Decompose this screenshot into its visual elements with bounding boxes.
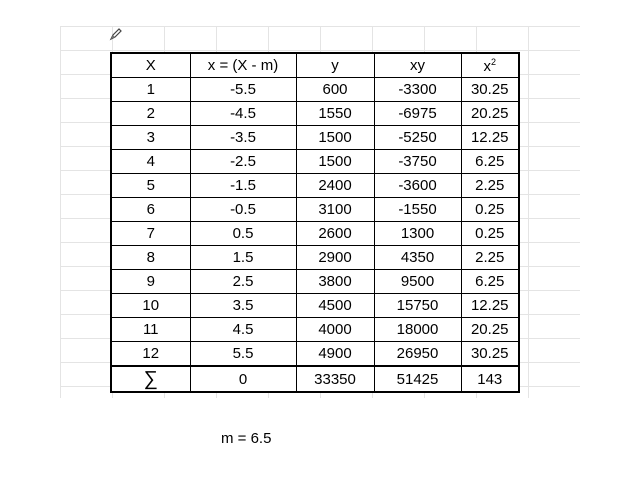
- cell-x-deviation[interactable]: 2.5: [189, 269, 297, 294]
- header-xy[interactable]: xy: [373, 52, 462, 78]
- cell-X[interactable]: 8: [110, 245, 191, 270]
- cell-xy[interactable]: -3750: [373, 149, 462, 174]
- cell-xy[interactable]: 18000: [373, 317, 462, 342]
- cell-X[interactable]: 7: [110, 221, 191, 246]
- header-y[interactable]: y: [295, 52, 375, 78]
- table-row: 4 -2.5 1500 -3750 6.25: [110, 149, 520, 174]
- cell-x-squared[interactable]: 2.25: [460, 173, 520, 198]
- cell-X[interactable]: 4: [110, 149, 191, 174]
- cell-y[interactable]: 3100: [295, 197, 375, 222]
- data-table-container: X x = (X - m) y xy x2 1 -5.5 600 -3300 30.25…: [110, 52, 520, 393]
- cell-xy[interactable]: -3300: [373, 77, 462, 102]
- mean-note: m = 6.5: [221, 430, 272, 447]
- header-x-deviation[interactable]: x = (X - m): [189, 52, 297, 78]
- header-row: X x = (X - m) y xy x2: [110, 52, 520, 78]
- table-row: 8 1.5 2900 4350 2.25: [110, 245, 520, 270]
- cell-x-deviation[interactable]: 5.5: [189, 341, 297, 367]
- cell-xy[interactable]: 9500: [373, 269, 462, 294]
- cell-x-squared[interactable]: 0.25: [460, 197, 520, 222]
- header-X[interactable]: X: [110, 52, 191, 78]
- cell-x-squared[interactable]: 20.25: [460, 317, 520, 342]
- cell-X[interactable]: 2: [110, 101, 191, 126]
- table-row: 9 2.5 3800 9500 6.25: [110, 269, 520, 294]
- cell-x-deviation[interactable]: 3.5: [189, 293, 297, 318]
- cell-xy[interactable]: -3600: [373, 173, 462, 198]
- cell-X[interactable]: 9: [110, 269, 191, 294]
- cell-X[interactable]: 10: [110, 293, 191, 318]
- table-row: 5 -1.5 2400 -3600 2.25: [110, 173, 520, 198]
- cell-y[interactable]: 4500: [295, 293, 375, 318]
- cell-xy[interactable]: 4350: [373, 245, 462, 270]
- sum-x[interactable]: 0: [189, 365, 297, 393]
- cell-xy[interactable]: 26950: [373, 341, 462, 367]
- cell-X[interactable]: 12: [110, 341, 191, 367]
- cell-y[interactable]: 4000: [295, 317, 375, 342]
- sum-xy[interactable]: 51425: [373, 365, 462, 393]
- cell-y[interactable]: 3800: [295, 269, 375, 294]
- sum-symbol[interactable]: ∑: [110, 365, 191, 393]
- cell-x-squared[interactable]: 12.25: [460, 125, 520, 150]
- cell-x-squared[interactable]: 20.25: [460, 101, 520, 126]
- cell-xy[interactable]: -5250: [373, 125, 462, 150]
- header-x-squared[interactable]: x2: [460, 52, 520, 78]
- table-row: 2 -4.5 1550 -6975 20.25: [110, 101, 520, 126]
- cell-X[interactable]: 6: [110, 197, 191, 222]
- cell-y[interactable]: 2600: [295, 221, 375, 246]
- table-row: 12 5.5 4900 26950 30.25: [110, 341, 520, 367]
- sum-x-squared[interactable]: 143: [460, 365, 520, 393]
- cell-xy[interactable]: -1550: [373, 197, 462, 222]
- cell-y[interactable]: 600: [295, 77, 375, 102]
- header-x-base: x: [483, 57, 491, 75]
- cell-x-squared[interactable]: 30.25: [460, 341, 520, 367]
- cell-x-deviation[interactable]: 0.5: [189, 221, 297, 246]
- cell-y[interactable]: 2900: [295, 245, 375, 270]
- cell-y[interactable]: 1500: [295, 125, 375, 150]
- cell-y[interactable]: 2400: [295, 173, 375, 198]
- cell-X[interactable]: 3: [110, 125, 191, 150]
- table-row: 6 -0.5 3100 -1550 0.25: [110, 197, 520, 222]
- table-row: 1 -5.5 600 -3300 30.25: [110, 77, 520, 102]
- cell-x-deviation[interactable]: -0.5: [189, 197, 297, 222]
- cell-y[interactable]: 1500: [295, 149, 375, 174]
- table-row: 10 3.5 4500 15750 12.25: [110, 293, 520, 318]
- table-row: 7 0.5 2600 1300 0.25: [110, 221, 520, 246]
- cell-y[interactable]: 4900: [295, 341, 375, 367]
- sum-y[interactable]: 33350: [295, 365, 375, 393]
- sum-row: ∑ 0 33350 51425 143: [110, 365, 520, 393]
- cell-y[interactable]: 1550: [295, 101, 375, 126]
- cell-x-deviation[interactable]: -2.5: [189, 149, 297, 174]
- cell-x-squared[interactable]: 6.25: [460, 269, 520, 294]
- table-row: 3 -3.5 1500 -5250 12.25: [110, 125, 520, 150]
- cell-xy[interactable]: 15750: [373, 293, 462, 318]
- cell-x-deviation[interactable]: 1.5: [189, 245, 297, 270]
- table-body: 1 -5.5 600 -3300 30.25 2 -4.5 1550 -6975 20.25 3 -3…: [110, 77, 520, 367]
- cell-x-squared[interactable]: 6.25: [460, 149, 520, 174]
- pen-icon[interactable]: [108, 26, 124, 42]
- header-x-exponent: 2: [490, 56, 496, 67]
- cell-x-squared[interactable]: 30.25: [460, 77, 520, 102]
- cell-x-deviation[interactable]: -4.5: [189, 101, 297, 126]
- cell-x-deviation[interactable]: -5.5: [189, 77, 297, 102]
- cell-x-deviation[interactable]: -1.5: [189, 173, 297, 198]
- cell-X[interactable]: 11: [110, 317, 191, 342]
- cell-x-squared[interactable]: 0.25: [460, 221, 520, 246]
- cell-xy[interactable]: 1300: [373, 221, 462, 246]
- cell-x-squared[interactable]: 12.25: [460, 293, 520, 318]
- cell-xy[interactable]: -6975: [373, 101, 462, 126]
- cell-x-squared[interactable]: 2.25: [460, 245, 520, 270]
- cell-x-deviation[interactable]: 4.5: [189, 317, 297, 342]
- cell-X[interactable]: 5: [110, 173, 191, 198]
- table-row: 11 4.5 4000 18000 20.25: [110, 317, 520, 342]
- regression-table: X x = (X - m) y xy x2 1 -5.5 600 -3300 30.25…: [110, 52, 520, 393]
- cell-X[interactable]: 1: [110, 77, 191, 102]
- cell-x-deviation[interactable]: -3.5: [189, 125, 297, 150]
